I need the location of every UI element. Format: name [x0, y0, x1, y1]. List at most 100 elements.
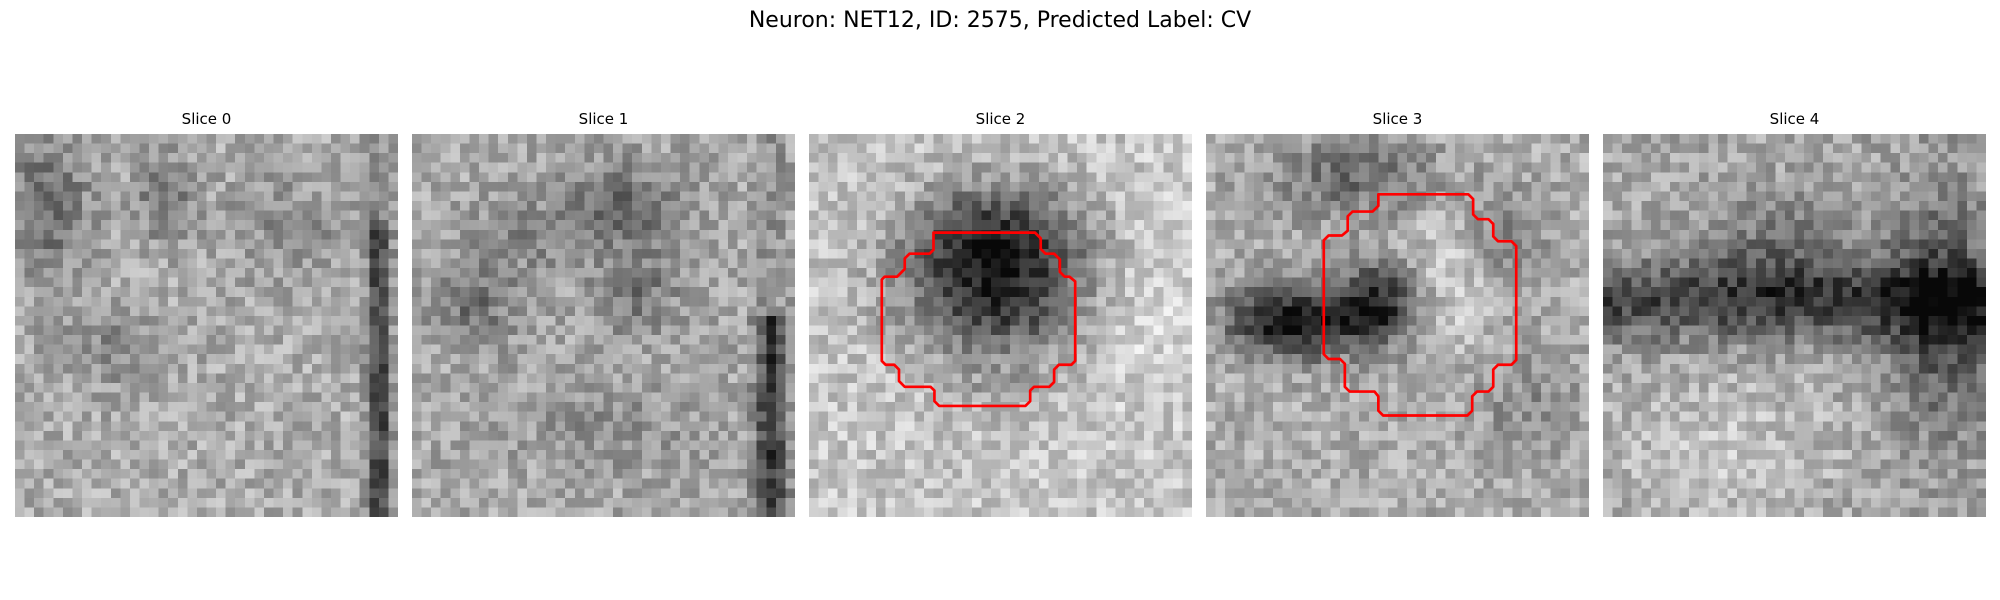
- pixel: [856, 507, 867, 517]
- pixel: [670, 306, 681, 317]
- pixel: [632, 392, 642, 403]
- pixel: [1010, 287, 1020, 297]
- pixel: [1172, 181, 1183, 192]
- pixel: [459, 430, 470, 441]
- pixel: [727, 497, 738, 508]
- pixel: [775, 210, 786, 221]
- pixel: [952, 488, 963, 499]
- pixel: [479, 220, 489, 230]
- pixel: [62, 440, 73, 451]
- pixel: [1086, 382, 1097, 393]
- pixel: [1038, 172, 1049, 183]
- pixel: [110, 134, 121, 144]
- pixel: [1096, 421, 1107, 432]
- pixel: [292, 201, 303, 211]
- pixel: [139, 363, 150, 374]
- pixel: [622, 373, 633, 384]
- pixel: [775, 229, 786, 240]
- pixel: [498, 287, 508, 297]
- pixel: [168, 258, 178, 269]
- pixel: [1124, 497, 1135, 508]
- pixel: [818, 497, 829, 508]
- pixel: [91, 373, 102, 384]
- pixel: [507, 315, 518, 326]
- pixel: [990, 497, 1001, 508]
- pixel: [1153, 315, 1164, 326]
- pixel: [206, 143, 217, 154]
- pixel: [283, 344, 293, 355]
- pixel: [555, 153, 566, 163]
- pixel: [149, 411, 159, 422]
- pixel: [1010, 344, 1020, 355]
- pixel: [1019, 421, 1030, 432]
- pixel: [837, 430, 848, 441]
- pixel: [603, 296, 614, 307]
- pixel: [1115, 162, 1126, 173]
- pixel: [756, 181, 767, 192]
- pixel: [1330, 134, 1341, 144]
- pixel: [350, 268, 360, 278]
- pixel: [818, 402, 829, 412]
- pixel: [632, 382, 642, 393]
- pixel: [837, 287, 848, 297]
- pixel: [785, 373, 795, 384]
- pixel: [283, 277, 293, 288]
- pixel: [216, 469, 226, 479]
- pixel: [904, 507, 915, 517]
- pixel: [1292, 153, 1302, 163]
- pixel: [747, 335, 757, 345]
- pixel: [1115, 421, 1126, 432]
- pixel: [1172, 430, 1183, 441]
- pixel: [440, 201, 451, 211]
- pixel: [158, 373, 169, 384]
- pixel: [990, 210, 1001, 221]
- pixel: [641, 469, 652, 479]
- pixel: [1019, 373, 1030, 384]
- pixel: [1378, 162, 1389, 173]
- pixel: [507, 469, 518, 479]
- pixel: [321, 459, 332, 470]
- pixel: [302, 315, 313, 326]
- pixel: [158, 411, 169, 422]
- pixel: [72, 449, 83, 460]
- pixel: [254, 181, 265, 192]
- pixel: [1038, 248, 1049, 259]
- pixel: [196, 335, 207, 345]
- pixel: [904, 268, 915, 278]
- pixel: [62, 220, 73, 230]
- pixel: [828, 392, 838, 403]
- pixel: [1182, 315, 1192, 326]
- pixel: [139, 507, 150, 517]
- pixel: [254, 134, 265, 144]
- pixel: [574, 402, 585, 412]
- pixel: [1067, 392, 1078, 403]
- pixel: [641, 201, 652, 211]
- pixel: [177, 220, 188, 230]
- pixel: [91, 478, 102, 489]
- pixel: [943, 296, 953, 307]
- pixel: [91, 191, 102, 202]
- pixel: [856, 430, 867, 441]
- pixel: [856, 411, 867, 422]
- pixel: [536, 315, 547, 326]
- pixel: [1038, 229, 1049, 240]
- pixel: [1134, 248, 1145, 259]
- pixel: [904, 220, 915, 230]
- pixel: [196, 153, 207, 163]
- pixel: [53, 201, 64, 211]
- pixel: [866, 296, 877, 307]
- pixel: [885, 488, 896, 499]
- pixel: [91, 335, 102, 345]
- pixel: [971, 478, 982, 489]
- pixel: [565, 229, 575, 240]
- pixel: [72, 153, 83, 163]
- pixel: [517, 382, 528, 393]
- pixel: [699, 143, 710, 154]
- pixel: [412, 392, 422, 403]
- pixel: [670, 411, 681, 422]
- pixel: [1038, 392, 1049, 403]
- pixel: [43, 229, 54, 240]
- pixel: [450, 162, 461, 173]
- pixel: [1144, 277, 1154, 288]
- pixel: [311, 363, 322, 374]
